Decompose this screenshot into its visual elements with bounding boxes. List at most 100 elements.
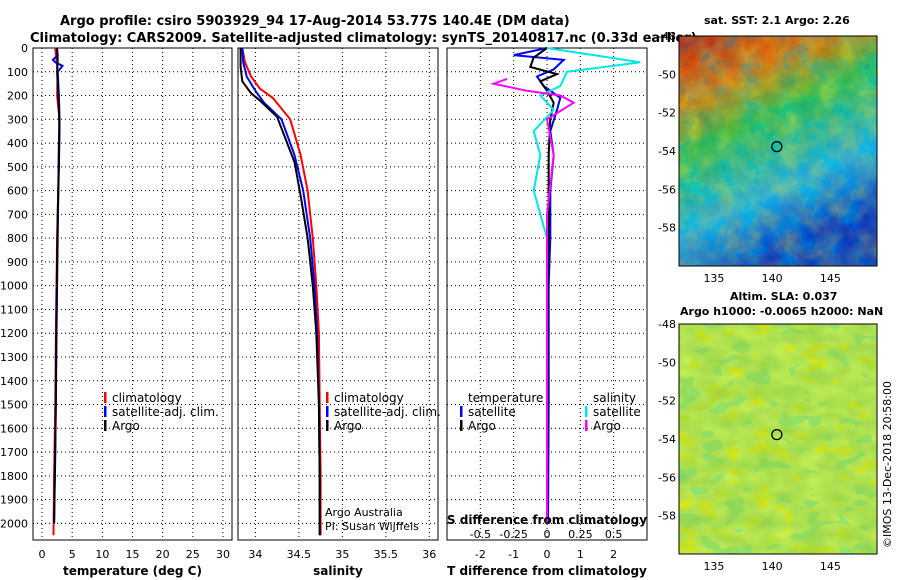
depth-tick-label: 1200 <box>0 327 28 340</box>
credit-line1: Argo Australia <box>325 506 403 519</box>
temperature-xtick-label: 5 <box>69 548 76 561</box>
figure-title-line1: Argo profile: csiro 5903929_94 17-Aug-20… <box>60 14 570 29</box>
temperature-legend-swatch <box>104 392 107 403</box>
depth-tick-label: 300 <box>7 113 28 126</box>
sla_map-lat-tick: -50 <box>658 356 676 369</box>
sla-argo-location-marker <box>771 428 783 441</box>
temperature-xtick-label: 10 <box>95 548 109 561</box>
salinity-xtick-label: 35 <box>335 548 349 561</box>
sla_map-lon-tick: 135 <box>703 560 724 573</box>
sst-map-title: sat. SST: 2.1 Argo: 2.26 <box>704 14 850 27</box>
sst_map-lon-tick: 135 <box>703 272 724 285</box>
temperature-xtick-label: 25 <box>186 548 200 561</box>
temperature-panel <box>32 47 233 541</box>
sla_map-lat-tick: -48 <box>658 318 676 331</box>
sst-map-panel: sat. SST: 2.1 Argo: 2.26 <box>678 14 878 267</box>
diff-legend-temperature-swatch <box>460 420 463 431</box>
depth-tick-label: 200 <box>7 90 28 103</box>
salinity-frame <box>237 47 439 541</box>
temperature-legend-label: Argo <box>112 419 140 433</box>
salinity-series-argo <box>239 48 321 536</box>
sst_map-lat-tick: -54 <box>658 145 676 158</box>
depth-tick-label: 1700 <box>0 446 28 459</box>
sst_map-lon-tick: 140 <box>762 272 783 285</box>
depth-tick-label: 1800 <box>0 470 28 483</box>
salinity-legend-label: satellite-adj. clim. <box>334 405 441 419</box>
sst_map-lat-tick: -48 <box>658 30 676 43</box>
depth-tick-label: 1600 <box>0 422 28 435</box>
s-diff-tick-label: -0.5 <box>470 528 491 541</box>
sst_map-lon-tick: 145 <box>820 272 841 285</box>
temperature-legend-label: climatology <box>112 391 182 405</box>
salinity-legend-swatch <box>326 420 329 431</box>
sst_map-lat-tick: -56 <box>658 183 676 196</box>
sla_map-lat-tick: -52 <box>658 395 676 408</box>
figure-title-line2: Climatology: CARS2009. Satellite-adjuste… <box>30 31 697 46</box>
salinity-legend-swatch <box>326 392 329 403</box>
differences-xlabel: T difference from climatology <box>447 564 647 578</box>
sst-argo-location-marker <box>771 140 783 153</box>
salinity-legend-label: Argo <box>334 419 362 433</box>
watermark: ©IMOS 13-Dec-2018 20:58:00 <box>881 381 894 548</box>
s-diff-tick-label: 0.5 <box>605 528 623 541</box>
temperature-legend-swatch <box>104 420 107 431</box>
depth-tick-label: 1400 <box>0 375 28 388</box>
temperature-series-argo <box>53 47 61 524</box>
depth-tick-label: 500 <box>7 161 28 174</box>
sla_map-lat-tick: -58 <box>658 510 676 523</box>
differences-xtick-label: -2 <box>475 548 486 561</box>
temperature-legend-label: satellite-adj. clim. <box>112 405 219 419</box>
depth-tick-label: 1500 <box>0 399 28 412</box>
diff-legend-temperature-label: Argo <box>468 419 496 433</box>
sla-map-title: Altim. SLA: 0.037 <box>730 290 837 303</box>
depth-tick-label: 400 <box>7 137 28 150</box>
salinity-xtick-label: 35.5 <box>374 548 399 561</box>
diff-legend-temperature-label: satellite <box>468 405 516 419</box>
diff-legend-salinity-label: satellite <box>593 405 641 419</box>
depth-tick-label: 2000 <box>0 517 28 530</box>
differences-xtick-label: 2 <box>610 548 617 561</box>
differences-series-s-argo <box>490 77 576 524</box>
differences-xlabel2: S difference from climatology <box>447 513 647 527</box>
diff-legend-salinity-swatch <box>585 406 588 417</box>
depth-tick-label: 0 <box>21 42 28 55</box>
depth-tick-label: 800 <box>7 232 28 245</box>
diff-legend-salinity-swatch <box>585 420 588 431</box>
depth-tick-label: 1000 <box>0 280 28 293</box>
temperature-xtick-label: 0 <box>39 548 46 561</box>
s-diff-tick-label: -0.25 <box>499 528 527 541</box>
credit-line2: PI: Susan Wijffels <box>325 520 419 533</box>
temperature-xtick-label: 20 <box>156 548 170 561</box>
temperature-frame <box>32 47 233 541</box>
salinity-xtick-label: 34 <box>248 548 262 561</box>
salinity-xtick-label: 34.5 <box>287 548 312 561</box>
s-diff-tick-label: 0.25 <box>568 528 593 541</box>
sst_map-lat-tick: -58 <box>658 222 676 235</box>
depth-tick-label: 1300 <box>0 351 28 364</box>
salinity-legend-label: climatology <box>334 391 404 405</box>
sla_map-lon-tick: 140 <box>762 560 783 573</box>
depth-tick-label: 600 <box>7 185 28 198</box>
sst-map-frame <box>678 35 878 267</box>
differences-series-t-satellite <box>513 47 566 524</box>
temperature-xtick-label: 15 <box>126 548 140 561</box>
differences-xtick-label: -1 <box>508 548 519 561</box>
depth-tick-label: 700 <box>7 208 28 221</box>
depth-tick-label: 1100 <box>0 303 28 316</box>
sla-map-subtitle: Argo h1000: -0.0065 h2000: NaN <box>680 305 883 318</box>
sla_map-lat-tick: -56 <box>658 471 676 484</box>
sla-map-panel: Altim. SLA: 0.037 Argo h1000: -0.0065 h2… <box>678 290 883 555</box>
temperature-legend-swatch <box>104 406 107 417</box>
sla_map-lon-tick: 145 <box>820 560 841 573</box>
s-diff-tick-label: 0 <box>544 528 551 541</box>
diff-legend-temperature-title: temperature <box>468 391 543 405</box>
salinity-xtick-label: 36 <box>422 548 436 561</box>
depth-tick-label: 100 <box>7 66 28 79</box>
differences-xtick-label: 1 <box>577 548 584 561</box>
depth-tick-label: 900 <box>7 256 28 269</box>
diff-legend-salinity-title: salinity <box>593 391 636 405</box>
temperature-xtick-label: 30 <box>216 548 230 561</box>
diff-legend-temperature-swatch <box>460 406 463 417</box>
